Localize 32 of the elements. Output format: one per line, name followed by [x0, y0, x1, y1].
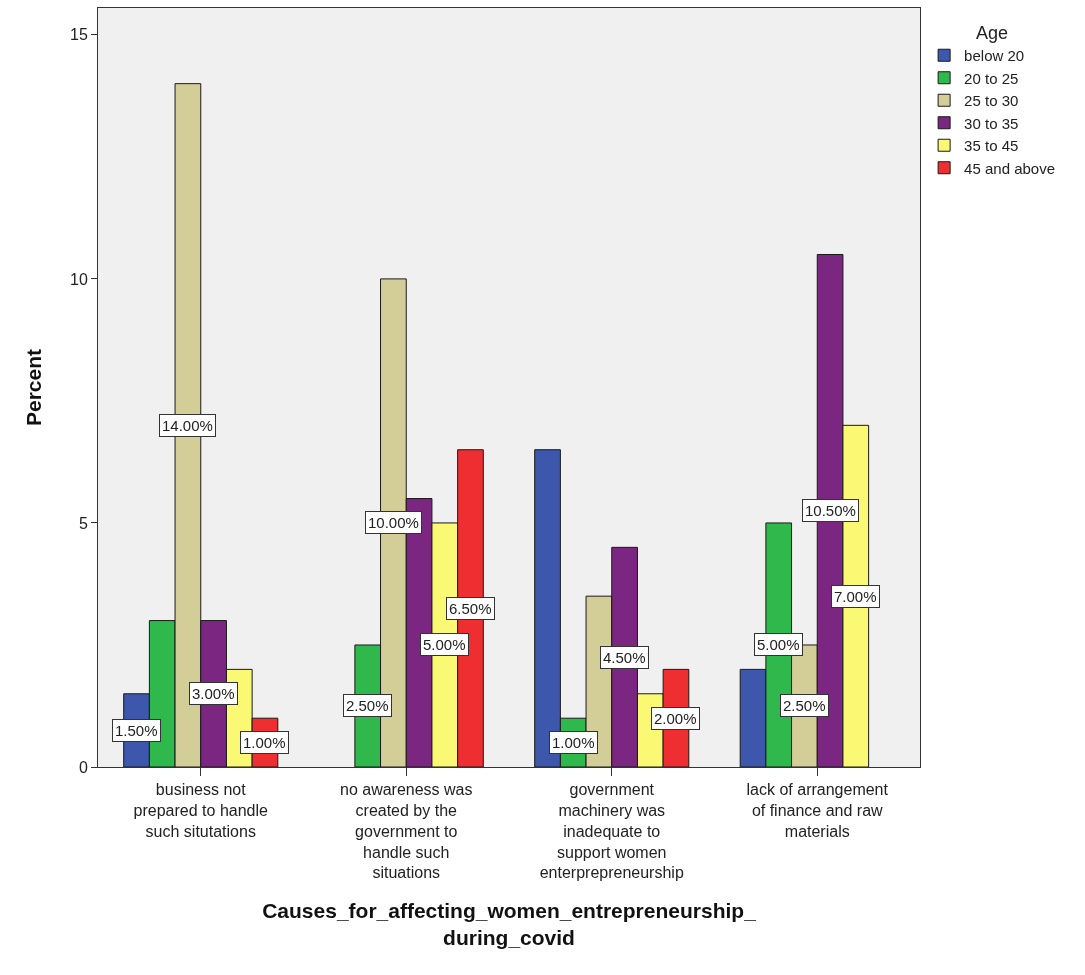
legend-label: 35 to 45: [964, 137, 1019, 155]
legend-label: 20 to 25: [964, 69, 1019, 87]
data-label: 1.00%: [243, 734, 286, 751]
legend-title: Age: [976, 22, 1009, 43]
y-axis-title: Percent: [22, 348, 46, 427]
y-tick-label: 15: [70, 26, 88, 44]
data-label: 2.50%: [783, 697, 826, 714]
data-label: 14.00%: [162, 417, 213, 434]
y-tick-label: 0: [78, 758, 88, 776]
data-label: 2.50%: [346, 697, 389, 714]
data-label: 2.00%: [654, 710, 697, 727]
data-label: 5.00%: [423, 636, 466, 653]
x-axis-title: Causes_for_affecting_women_entrepreneurship_during_covid: [262, 898, 757, 949]
legend-label: 45 and above: [964, 159, 1056, 177]
data-label: 1.50%: [115, 722, 158, 739]
data-label: 1.00%: [552, 734, 595, 751]
legend-label: below 20: [964, 47, 1025, 65]
legend-label: 30 to 35: [964, 114, 1019, 132]
x-tick-label: business not prepared to handle such situtations: [133, 781, 269, 840]
data-label: 10.00%: [368, 514, 419, 531]
data-label: 6.50%: [449, 600, 492, 617]
x-tick-label: lack of arrangement of finance and raw materials: [746, 781, 889, 840]
data-label: 4.50%: [603, 649, 646, 666]
data-label: 3.00%: [192, 685, 235, 702]
data-label: 10.50%: [805, 502, 856, 519]
x-tick-label: government machinery was inadequate to support women enterprepreneurship: [539, 781, 684, 882]
data-label: 5.00%: [757, 636, 800, 653]
y-tick-label: 5: [78, 514, 88, 532]
x-tick-label: no awareness was created by the government to handle such situations: [339, 781, 473, 882]
legend-label: 25 to 30: [964, 92, 1019, 110]
data-label: 7.00%: [834, 588, 877, 605]
y-tick-label: 10: [70, 270, 88, 288]
